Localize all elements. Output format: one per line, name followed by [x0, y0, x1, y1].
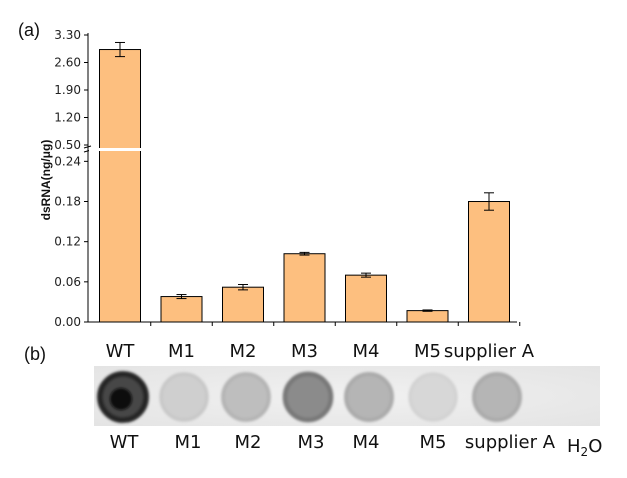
error-bar [422, 309, 433, 312]
blot-dots [97, 371, 585, 423]
x-tick-label: M2 [230, 341, 257, 362]
blot-lane-label-water: H2O [567, 436, 602, 459]
bar-wt [99, 49, 141, 323]
y-axis: 0.50 1.20 1.90 2.60 3.30 0.00 0.06 0.12 0.18 0.24 [54, 28, 521, 329]
y-tick-label-lower: 0.06 [54, 275, 81, 289]
blot-dot [408, 372, 458, 422]
axis-break-gap [89, 148, 518, 151]
error-bar [484, 192, 494, 211]
y-tick-label-upper: 1.20 [54, 111, 81, 125]
x-tick-label: M3 [291, 341, 318, 362]
y-tick-label-lower: 0.24 [54, 154, 81, 168]
bars [89, 41, 518, 323]
blot-dot [344, 372, 394, 422]
bar-m1 [160, 296, 203, 323]
x-axis-labels: WT M1 M2 M3 M4 M5 supplier A [106, 341, 535, 362]
error-bar [361, 272, 371, 278]
bar-m5 [406, 310, 449, 323]
x-tick-label: supplier A [444, 341, 535, 362]
error-bar [176, 294, 187, 300]
blot-dot [97, 371, 149, 423]
blot-dot [282, 371, 334, 423]
bar-m2 [222, 286, 264, 323]
y-tick-label-upper: 0.50 [54, 138, 81, 152]
panel-a-label: (a) [18, 20, 40, 40]
x-tick-label: WT [106, 341, 136, 362]
dot-blot: WT M1 M2 M3 M4 M5 supplier A H2O [94, 366, 602, 459]
blot-lane-label: WT [110, 432, 140, 453]
blot-lane-label: M2 [235, 432, 262, 453]
bar-supplier-a [468, 201, 510, 323]
bar-m3 [283, 253, 326, 323]
blot-lane-label: M4 [353, 432, 380, 453]
y-tick-label-upper: 1.90 [54, 83, 81, 97]
y-tick-label-upper: 2.60 [54, 56, 81, 70]
y-tick-label-lower: 0.00 [54, 315, 81, 329]
panel-b-label: (b) [24, 344, 46, 364]
blot-lane-labels: WT M1 M2 M3 M4 M5 supplier A [110, 432, 556, 453]
y-axis-label: dsRNA(ng/μg) [39, 140, 53, 221]
axis-break-mark [83, 145, 92, 149]
y-tick-label-lower: 0.12 [54, 235, 81, 249]
blot-lane-label: M5 [420, 432, 447, 453]
y-tick-label-upper: 3.30 [54, 28, 81, 42]
blot-lane-label: M1 [175, 432, 202, 453]
blot-lane-label: M3 [298, 432, 325, 453]
error-bar [299, 251, 310, 256]
blot-dot [159, 372, 209, 422]
error-bar [238, 284, 248, 291]
y-tick-label-lower: 0.18 [54, 195, 81, 209]
bar-m4 [345, 274, 387, 323]
x-tick-label: M5 [414, 341, 441, 362]
blot-dot [539, 374, 585, 420]
error-bar [115, 41, 125, 58]
blot-dot [221, 372, 271, 422]
x-tick-label: M1 [168, 341, 195, 362]
blot-lane-label: supplier A [465, 432, 556, 453]
blot-dot [472, 372, 522, 422]
x-tick-label: M4 [353, 341, 380, 362]
